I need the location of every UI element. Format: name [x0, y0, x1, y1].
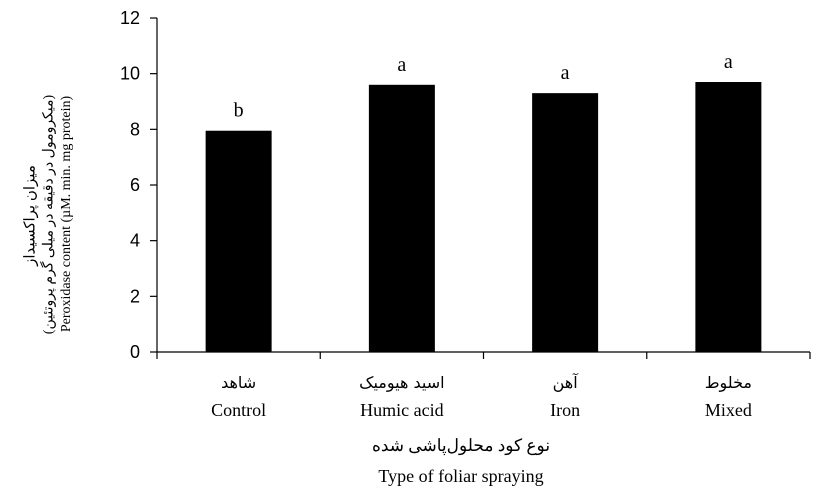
y-tick-label: 6 — [130, 175, 140, 195]
x-axis-title-fa: نوع کود محلول‌پاشی شده — [371, 436, 551, 455]
significance-letter: b — [234, 100, 244, 122]
x-category-label: Iron — [550, 400, 580, 420]
y-tick-label: 10 — [120, 64, 140, 84]
y-ticks: 0 2 4 6 8 10 12 — [120, 8, 811, 362]
x-category-label: Humic acid — [360, 400, 443, 420]
y-tick-label: 2 — [130, 286, 140, 306]
y-tick-label: 4 — [130, 231, 140, 251]
x-category-label: Control — [211, 400, 266, 420]
y-axis-title-fa-line1: میزان پراکسیداز — [22, 165, 39, 266]
x-category-labels: شاهد Control اسید هیومیک Humic acid آهن Iron م… — [211, 373, 752, 420]
significance-letter: a — [724, 51, 733, 73]
y-tick-label: 12 — [120, 8, 140, 28]
significance-letter: a — [561, 62, 570, 84]
x-category-label-fa: آهن — [553, 373, 580, 393]
x-category-label-fa: مخلوط — [705, 373, 752, 393]
significance-letter: a — [397, 54, 406, 76]
x-category-label: Mixed — [705, 400, 752, 420]
bar — [532, 93, 599, 353]
bar — [368, 84, 435, 353]
significance-letters: b a a a — [234, 51, 733, 122]
x-category-label-fa: اسید هیومیک — [359, 373, 444, 393]
y-axis-title-en: Peroxidase content (µM. min. mg protein) — [59, 95, 74, 333]
y-axis-title-fa-line2: (میکرومول در دقیقه در میلی گرم پروتئین) — [41, 94, 57, 335]
bars — [205, 82, 762, 353]
x-axis-title-en: Type of foliar spraying — [378, 466, 544, 486]
x-category-label-fa: شاهد — [221, 373, 256, 392]
y-tick-label: 8 — [130, 119, 140, 139]
bar — [695, 82, 762, 353]
bar — [205, 130, 272, 352]
y-tick-label: 0 — [130, 342, 140, 362]
